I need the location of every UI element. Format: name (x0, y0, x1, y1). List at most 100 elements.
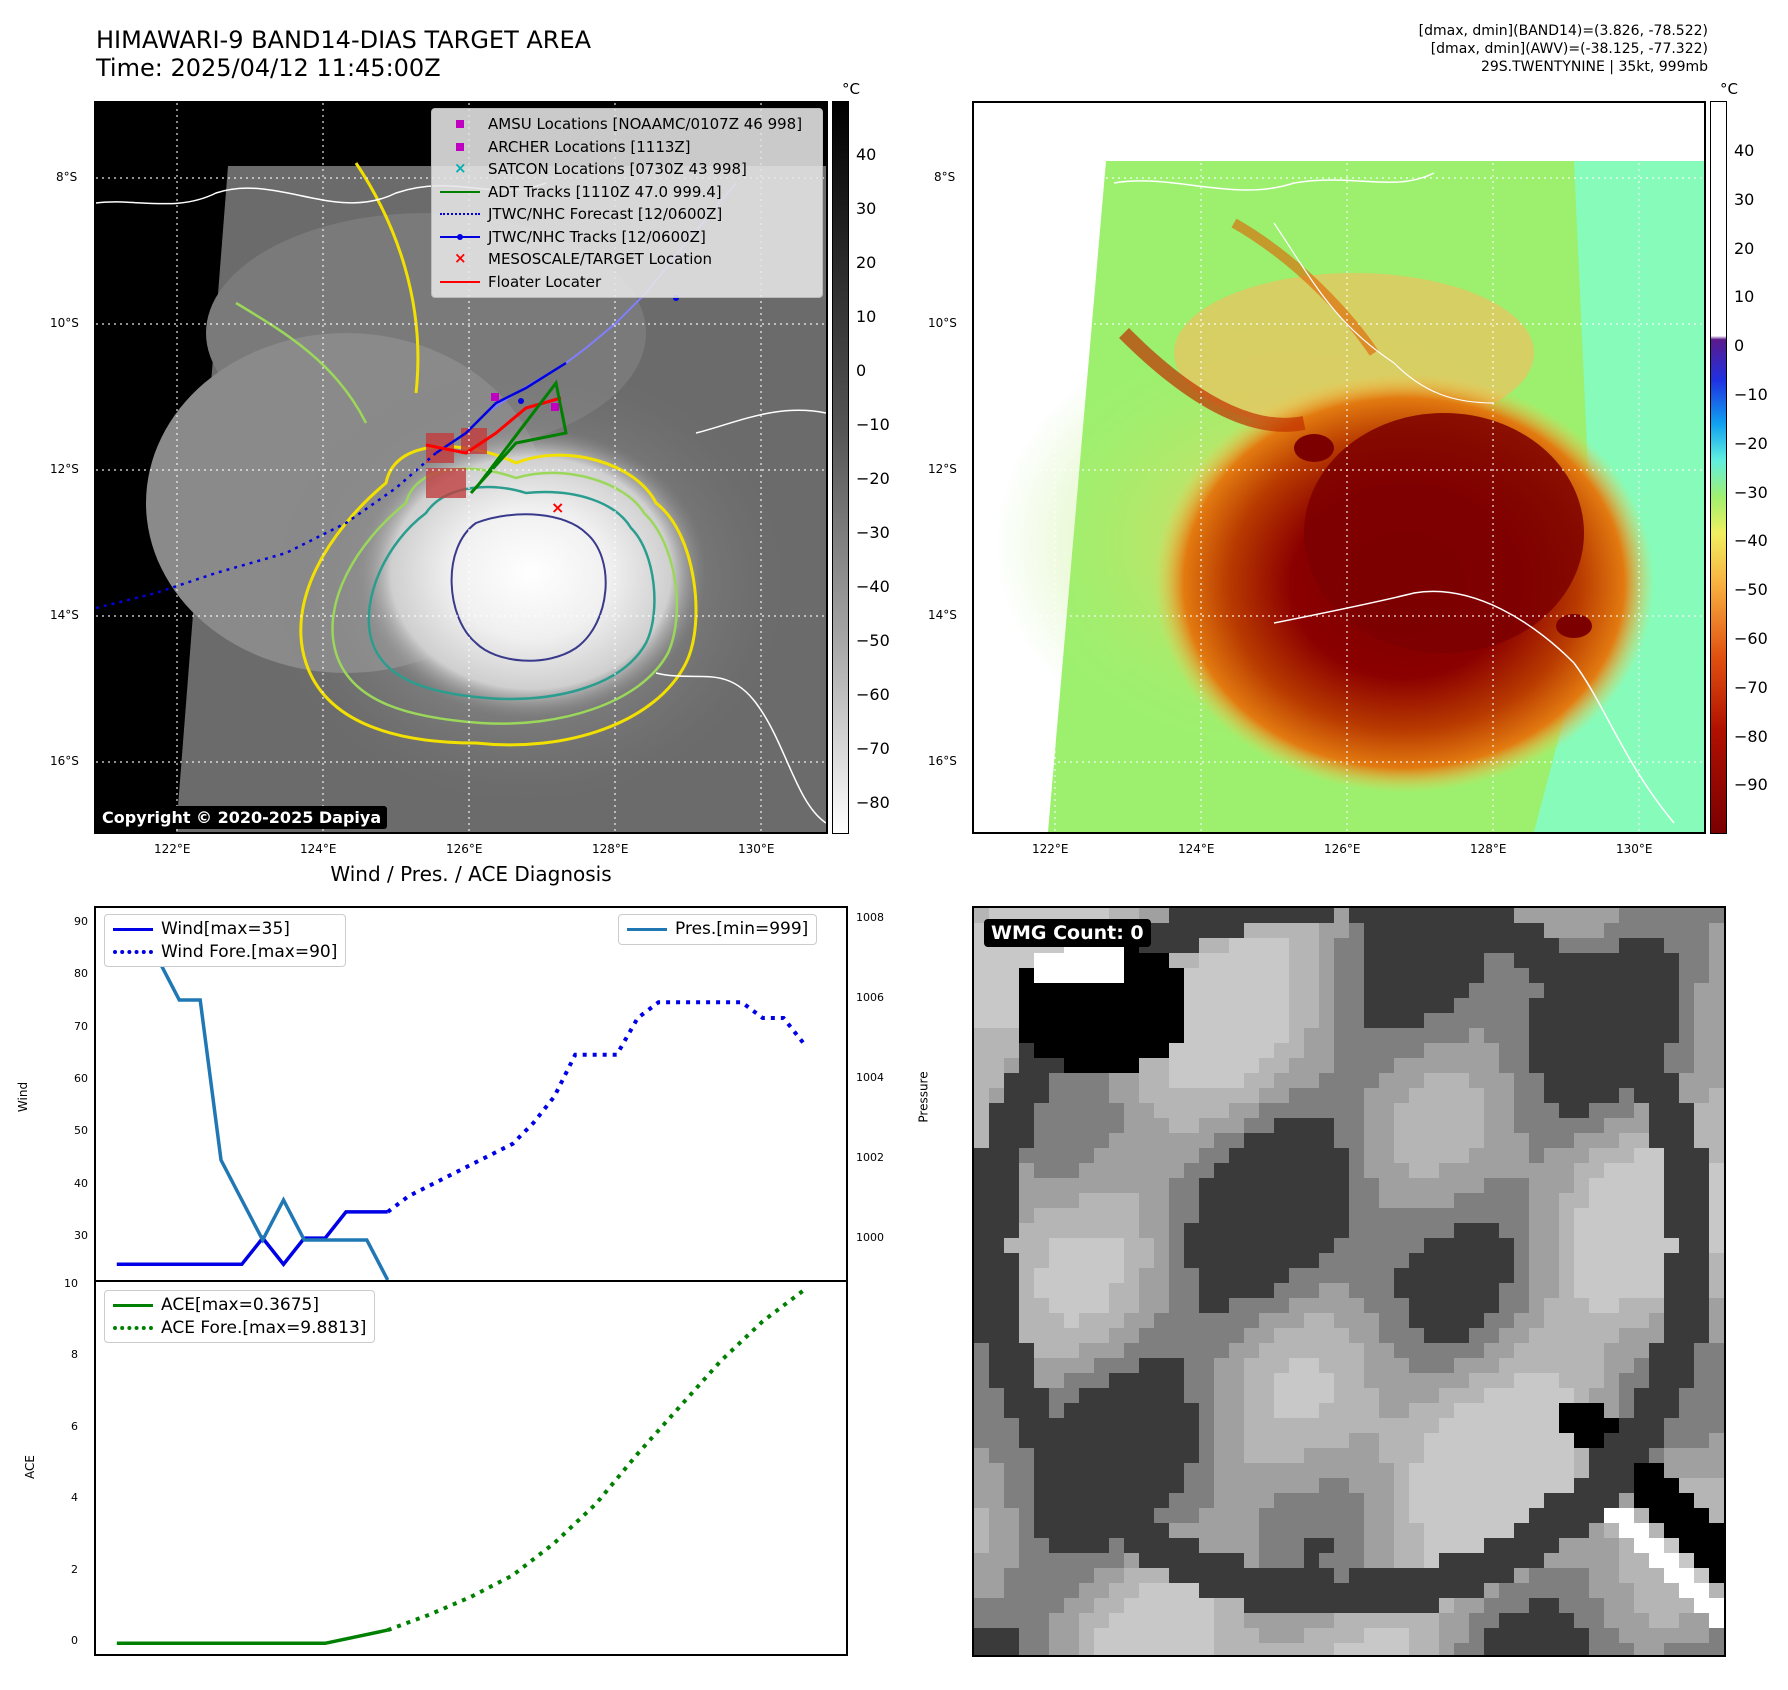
archer-marker (491, 393, 499, 401)
ace-plot (116, 1288, 806, 1646)
colorbar-tick: 30 (1734, 189, 1755, 209)
legend-item-pressure: Pres.[min=999] (627, 918, 808, 941)
colorbar-tick: −60 (1734, 629, 1768, 648)
lon-tick: 128°E (592, 842, 629, 856)
lat-tick: 16°S (50, 754, 79, 768)
lon-tick: 122°E (154, 842, 191, 856)
series-line-1 (386, 1000, 806, 1214)
y-tick: 8 (71, 1348, 78, 1362)
copyright-label: Copyright © 2020-2025 Dapiya (96, 806, 388, 829)
lat-tick: 8°S (934, 170, 956, 184)
y-tick: 50 (74, 1124, 88, 1138)
ir-map-image: × (96, 103, 826, 832)
y-tick: 1008 (856, 911, 884, 924)
colorbar-tick: −40 (856, 577, 890, 596)
storm-info: [dmax, dmin](BAND14)=(3.826, -78.522) [d… (1418, 23, 1708, 75)
legend-item-wind: Wind[max=35] (113, 918, 337, 941)
lat-tick: 10°S (928, 316, 957, 330)
lat-tick: 14°S (50, 608, 79, 622)
legend-item-jtwc-tracks: JTWC/NHC Tracks [12/0600Z] (440, 226, 814, 249)
y-tick: 1004 (856, 1071, 884, 1084)
lon-tick: 126°E (446, 842, 483, 856)
colorbar-tick: −70 (1734, 677, 1768, 697)
colorbar-tick: 30 (856, 199, 877, 218)
colorbar-tick: −30 (856, 523, 890, 542)
lon-tick: 124°E (1178, 842, 1215, 856)
colorbar-tick: −60 (856, 685, 890, 704)
colorbar-tick: −70 (856, 739, 890, 758)
y-tick: 1002 (856, 1151, 884, 1164)
map-legend: AMSU Locations [NOAAMC/0107Z 46 998] ARC… (431, 108, 823, 298)
colorbar-tick: 0 (856, 361, 867, 380)
wmg-count-label: WMG Count: 0 (984, 919, 1151, 947)
legend-item-adt: ADT Tracks [1110Z 47.0 999.4] (440, 181, 814, 204)
colorbar-tick: 40 (1734, 141, 1755, 160)
lon-tick: 122°E (1032, 842, 1069, 856)
lat-tick: 8°S (56, 170, 78, 184)
lat-tick: 10°S (50, 316, 79, 330)
pressure-legend: Pres.[min=999] (618, 914, 818, 945)
colorbar-tick: 0 (1734, 336, 1745, 356)
colorbar-tick: 20 (856, 253, 877, 272)
colorbar-tick: 40 (856, 145, 877, 164)
wmg-image (974, 908, 1724, 1655)
wind-axis-label: Wind (16, 1081, 31, 1113)
ir-colorbar (832, 101, 849, 834)
wmg-panel (972, 906, 1726, 1657)
y-tick: 70 (74, 1019, 88, 1033)
lat-tick: 16°S (928, 754, 957, 768)
lon-tick: 126°E (1324, 842, 1361, 856)
awv-map-panel (972, 101, 1706, 834)
wind-legend: Wind[max=35] Wind Fore.[max=90] (104, 914, 347, 967)
awv-colorbar (1710, 101, 1727, 834)
colorbar-tick: 10 (856, 307, 877, 326)
legend-item-wind-forecast: Wind Fore.[max=90] (113, 941, 337, 964)
colorbar-tick: −20 (1734, 433, 1768, 453)
y-tick: 80 (74, 967, 88, 981)
colorbar-tick: −30 (1734, 482, 1768, 502)
legend-item-amsu: AMSU Locations [NOAAMC/0107Z 46 998] (440, 113, 814, 136)
ir-colorbar-unit: °C (842, 80, 860, 98)
awv-map-image (974, 103, 1704, 832)
lon-tick: 128°E (1470, 842, 1507, 856)
ir-map-panel: × (94, 101, 828, 834)
colorbar-tick: −80 (1734, 726, 1768, 746)
colorbar-tick: −50 (1734, 580, 1768, 600)
colorbar-tick: −80 (856, 793, 890, 812)
colorbar-tick: −10 (856, 415, 890, 434)
series-line-2 (115, 919, 390, 1280)
colorbar-tick: −90 (1734, 775, 1768, 795)
lon-tick: 130°E (738, 842, 775, 856)
pressure-axis-label: Pressure (916, 1071, 931, 1123)
legend-item-satcon: × SATCON Locations [0730Z 43 998] (454, 159, 747, 178)
lat-tick: 12°S (50, 462, 79, 476)
y-tick: 6 (71, 1419, 78, 1433)
amsu-marker (551, 403, 559, 411)
series-line-0 (116, 1628, 389, 1646)
legend-item-target: × MESOSCALE/TARGET Location (454, 249, 713, 268)
colorbar-tick: −20 (856, 469, 890, 488)
lon-tick: 130°E (1616, 842, 1653, 856)
legend-item-ace-forecast: ACE Fore.[max=9.8813] (113, 1317, 366, 1340)
y-tick: 4 (71, 1491, 78, 1505)
y-tick: 10 (64, 1276, 78, 1290)
lat-tick: 14°S (928, 608, 957, 622)
colorbar-tick: 10 (1734, 287, 1755, 307)
colorbar-tick: −10 (1734, 385, 1768, 404)
legend-item-ace: ACE[max=0.3675] (113, 1294, 366, 1317)
diagnosis-title: Wind / Pres. / ACE Diagnosis (330, 862, 612, 886)
legend-item-jtwc-forecast: JTWC/NHC Forecast [12/0600Z] (440, 203, 814, 226)
lat-tick: 12°S (928, 462, 957, 476)
y-tick: 90 (74, 914, 88, 928)
y-tick: 2 (71, 1562, 78, 1576)
series-line-0 (116, 1210, 388, 1268)
legend-item-floater: Floater Locater (440, 271, 814, 294)
series-line-1 (387, 1288, 806, 1632)
colorbar-tick: 20 (1734, 238, 1755, 258)
y-tick: 30 (74, 1229, 88, 1243)
ace-legend: ACE[max=0.3675] ACE Fore.[max=9.8813] (104, 1290, 376, 1343)
svg-text:×: × (551, 498, 564, 517)
figure-title: HIMAWARI-9 BAND14-DIAS TARGET AREA Time:… (96, 26, 592, 82)
awv-colorbar-unit: °C (1720, 80, 1738, 98)
y-tick: 1000 (856, 1231, 884, 1244)
